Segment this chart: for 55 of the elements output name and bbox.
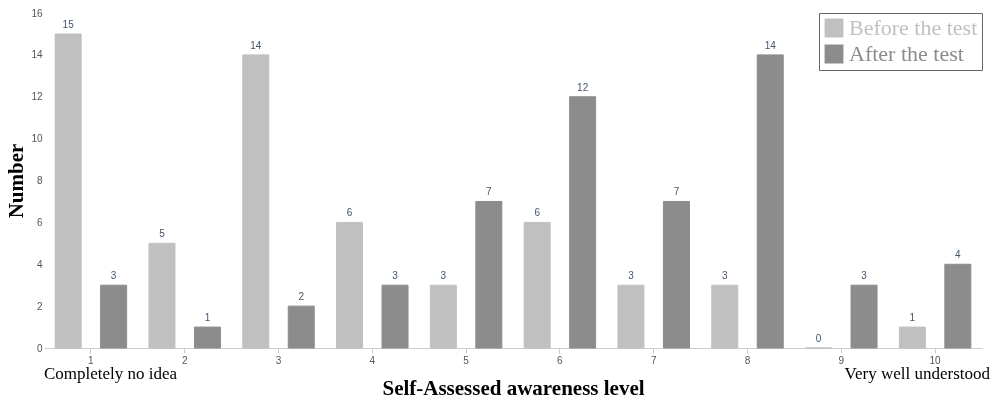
y-tick-label: 6 [36, 216, 43, 228]
bar [381, 284, 409, 349]
bar [475, 200, 503, 349]
text: Very well understood [844, 364, 991, 383]
x-tick-label: 2 [181, 354, 188, 366]
legend-label: Before the test [849, 15, 978, 40]
data-label: 6 [346, 207, 353, 219]
bar [944, 263, 972, 349]
bar [569, 96, 597, 349]
data-label: 3 [721, 270, 728, 282]
bar [100, 284, 128, 349]
bar [662, 200, 690, 349]
data-label: 3 [440, 270, 447, 282]
data-label: 15 [62, 18, 75, 30]
y-tick-label: 4 [36, 258, 43, 270]
x-tick-label: 9 [838, 354, 845, 366]
y-tick-label: 0 [36, 342, 43, 354]
data-label: 3 [110, 270, 117, 282]
data-label: 14 [764, 39, 777, 51]
x-tick-label: 8 [744, 354, 751, 366]
x-tick-label: 4 [369, 354, 376, 366]
data-label: 3 [628, 270, 635, 282]
data-label: 6 [534, 207, 541, 219]
data-label: 7 [486, 186, 493, 198]
text: Completely no idea [44, 364, 178, 383]
data-label: 3 [861, 270, 868, 282]
data-label: 14 [250, 39, 262, 51]
data-label: 12 [577, 81, 589, 93]
data-label: 1 [204, 312, 211, 324]
bar [287, 305, 315, 349]
x-tick-label: 10 [929, 354, 942, 366]
x-tick-label: 6 [557, 354, 564, 366]
x-axis-title: Self-Assessed awareness level [382, 375, 645, 400]
data-label: 3 [392, 270, 399, 282]
x-tick-label: 5 [463, 354, 470, 366]
data-label: 0 [815, 333, 822, 344]
y-tick-label: 2 [36, 300, 43, 312]
bar [193, 326, 221, 349]
x-tick-label: 7 [650, 354, 657, 366]
data-label: 2 [298, 291, 305, 303]
data-label: 5 [159, 228, 166, 240]
y-tick-label: 12 [31, 91, 43, 103]
x-tick-label: 1 [88, 354, 95, 366]
bar [850, 284, 878, 349]
bar [756, 54, 784, 349]
y-tick-label: 14 [31, 49, 43, 61]
y-axis-title: Number [4, 143, 29, 219]
y-tick-label: 10 [31, 133, 43, 145]
y-tick-label: 16 [31, 7, 43, 19]
legend-label: After the test [849, 41, 964, 66]
x-tick-label: 3 [275, 354, 282, 366]
y-tick-label: 8 [36, 175, 43, 186]
data-label: 4 [955, 249, 962, 261]
data-label: 1 [909, 312, 916, 324]
data-label: 7 [673, 186, 680, 198]
